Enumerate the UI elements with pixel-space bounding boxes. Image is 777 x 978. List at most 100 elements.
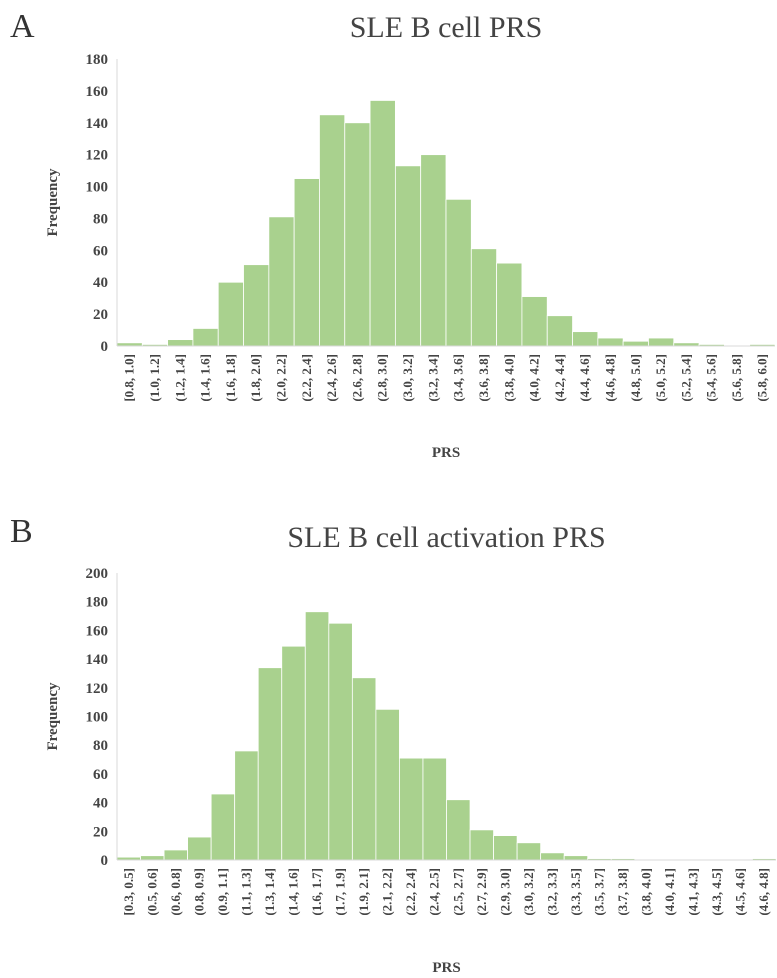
chart0-y-tick-3: 60 xyxy=(93,243,108,259)
chart1-x-tick-11: (2.1, 2.2] xyxy=(380,868,395,916)
chart0-bar-12 xyxy=(420,154,447,347)
chart0-y-tick-5: 100 xyxy=(86,180,109,196)
chart0-x-tick-10: (2.8, 3.0] xyxy=(375,354,390,402)
chart1-x-tick-22: (3.8, 4.0] xyxy=(639,868,654,916)
chart0-y-label: Frequency xyxy=(45,168,61,237)
chart1-bar-16 xyxy=(493,835,518,861)
chart1-x-tick-16: (2.9, 3.0] xyxy=(497,868,512,916)
chart0-bar-8 xyxy=(319,114,346,347)
chart1-x-tick-2: (0.6, 0.8] xyxy=(168,868,183,916)
chart1-y-tick-4: 80 xyxy=(93,738,108,754)
chart0-x-tick-19: (4.6, 4.8] xyxy=(603,354,618,402)
chart0-x-tick-4: (1.6, 1.8] xyxy=(223,354,238,402)
chart1-x-tick-24: (4.1, 4.3] xyxy=(686,868,701,916)
chart0-x-tick-1: (1.0, 1.2] xyxy=(147,354,162,402)
chart0-x-tick-16: (4.0, 4.2] xyxy=(527,354,542,402)
chart1-x-tick-0: [0.3, 0.5] xyxy=(121,868,136,916)
chart1-y-tick-7: 140 xyxy=(86,652,109,668)
chart0-bar-19 xyxy=(597,337,624,347)
chart1-x-tick-8: (1.6, 1.7] xyxy=(309,868,324,916)
chart0-bar-7 xyxy=(293,178,320,347)
chart0-x-tick-15: (3.8, 4.0] xyxy=(501,354,516,402)
chart0-bar-10 xyxy=(369,100,396,347)
chart1-x-tick-19: (3.3, 3.5] xyxy=(568,868,583,916)
chart0-bar-18 xyxy=(572,331,599,347)
chart0-x-tick-5: (1.8, 2.0] xyxy=(248,354,263,402)
chart1-y-tick-6: 120 xyxy=(86,681,109,697)
chart0-x-tick-3: (1.4, 1.6] xyxy=(198,354,213,402)
chart0-bar-11 xyxy=(394,165,422,347)
chart0-bar-16 xyxy=(521,296,548,347)
chart1-y-tick-8: 160 xyxy=(86,623,109,639)
chart1-x-tick-23: (4.0, 4.1] xyxy=(662,868,677,916)
chart1-bar-6 xyxy=(257,667,283,861)
chart0-bar-5 xyxy=(243,264,270,347)
chart1-bar-11 xyxy=(375,708,400,861)
chart0-x-tick-18: (4.4, 4.6] xyxy=(577,354,592,402)
chart1-x-tick-20: (3.5, 3.7] xyxy=(591,868,606,916)
chart1-bar-10 xyxy=(351,677,377,861)
chart0-x-tick-0: [0.8, 1.0] xyxy=(122,354,137,402)
chart1-bar-1 xyxy=(140,855,165,861)
chart0-y-tick-9: 180 xyxy=(86,52,109,68)
chart1-y-tick-3: 60 xyxy=(93,767,108,783)
chart1-x-tick-12: (2.2, 2.4] xyxy=(403,868,418,916)
chart1-x-tick-5: (1.1, 1.3] xyxy=(238,868,253,916)
panel-a: A SLE B cell PRS 0 20 40 60 80 100 120 140 160 180… xyxy=(0,0,777,480)
chart0-x-tick-6: (2.0, 2.2] xyxy=(274,354,289,402)
chart1-x-tick-21: (3.7, 3.8] xyxy=(615,868,630,916)
chart0-bar-14 xyxy=(470,248,498,347)
chart0-bar-17 xyxy=(546,315,573,347)
chart1-x-tick-15: (2.7, 2.9] xyxy=(474,868,489,916)
chart1-x-tick-13: (2.4, 2.5] xyxy=(427,868,442,916)
chart1-y-tick-0: 0 xyxy=(101,853,109,869)
chart0-bar-4 xyxy=(217,281,244,347)
chart0-bar-3 xyxy=(192,328,219,347)
chart1-x-tick-3: (0.8, 0.9] xyxy=(191,868,206,916)
chart1-x-tick-1: (0.5, 0.6] xyxy=(144,868,159,916)
panel-b: B SLE B cell activation PRS 0 20 40 60 80 100 1… xyxy=(0,505,777,978)
chart1-bar-17 xyxy=(516,842,542,861)
chart1-y-tick-10: 200 xyxy=(86,566,109,582)
chart1-bar-7 xyxy=(281,645,306,861)
chart0-y-tick-4: 80 xyxy=(93,211,108,227)
chart1-bar-5 xyxy=(234,750,259,861)
chart0-x-tick-25: (5.8, 6.0] xyxy=(754,354,769,402)
chart1-bar-14 xyxy=(446,799,471,861)
chart0-x-tick-21: (5.0, 5.2] xyxy=(653,354,668,402)
chart0-bar-13 xyxy=(445,198,472,347)
chart0-y-tick-6: 120 xyxy=(86,148,109,164)
chart-b-svg: SLE B cell activation PRS 0 20 40 60 80 100 120… xyxy=(45,521,777,976)
chart0-bar-21 xyxy=(648,337,675,347)
chart0-bar-2 xyxy=(167,339,194,347)
chart1-y-tick-1: 20 xyxy=(93,824,108,840)
chart1-y-tick-2: 40 xyxy=(93,796,108,812)
chart1-bar-4 xyxy=(210,793,236,861)
chart0-x-tick-13: (3.4, 3.6] xyxy=(451,354,466,402)
chart0-bar-9 xyxy=(344,122,371,347)
chart0-bar-20 xyxy=(622,340,649,347)
chart0-x-tick-22: (5.2, 5.4] xyxy=(678,354,693,402)
chart1-x-tick-6: (1.3, 1.4] xyxy=(262,868,277,916)
chart1-bar-8 xyxy=(304,611,330,861)
chart0-bar-6 xyxy=(268,216,295,347)
chart0-x-tick-11: (3.0, 3.2] xyxy=(400,354,415,402)
chart0-y-tick-2: 40 xyxy=(93,275,108,291)
chart1-x-tick-25: (4.3, 4.5] xyxy=(709,868,724,916)
panel-letter-a: A xyxy=(10,8,35,45)
chart0-x-tick-7: (2.2, 2.4] xyxy=(299,354,314,402)
chart0-y-tick-8: 160 xyxy=(86,84,109,100)
chart1-x-tick-26: (4.5, 4.6] xyxy=(733,868,748,916)
chart0-x-tick-20: (4.8, 5.0] xyxy=(628,354,643,402)
chart0-title: SLE B cell PRS xyxy=(350,11,543,44)
chart1-x-tick-10: (1.9, 2.1] xyxy=(356,868,371,916)
chart1-x-tick-14: (2.5, 2.7] xyxy=(450,868,465,916)
chart0-x-tick-8: (2.4, 2.6] xyxy=(324,354,339,402)
chart1-bar-2 xyxy=(163,849,189,861)
chart-a-svg: SLE B cell PRS 0 20 40 60 80 100 120 140 160 180 [0… xyxy=(45,11,776,461)
chart0-y-tick-0: 0 xyxy=(101,339,109,355)
chart1-bar-3 xyxy=(187,836,212,861)
chart0-x-tick-14: (3.6, 3.8] xyxy=(476,354,491,402)
chart0-y-tick-1: 20 xyxy=(93,307,108,323)
panel-letter-b: B xyxy=(10,513,33,550)
